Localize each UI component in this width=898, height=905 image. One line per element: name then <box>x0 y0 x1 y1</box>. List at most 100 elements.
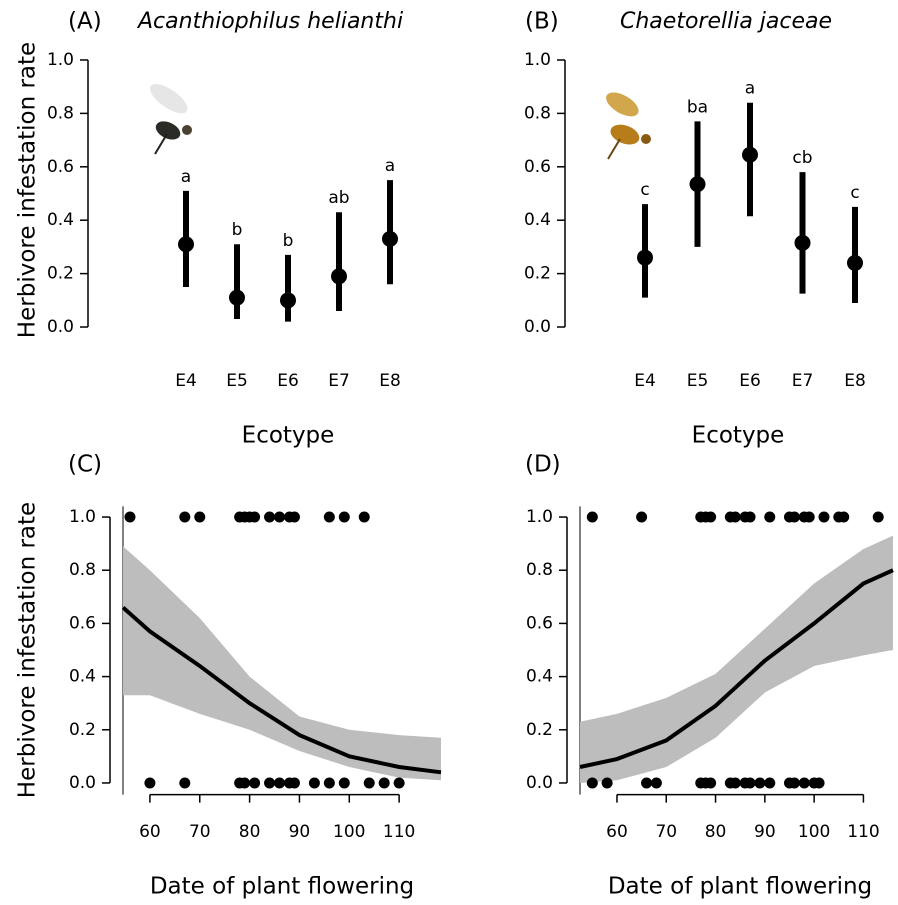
point <box>264 777 276 789</box>
point <box>744 511 756 523</box>
y-tick-label: 0.6 <box>524 157 551 177</box>
point <box>601 777 613 789</box>
point <box>229 289 245 306</box>
point <box>274 777 286 789</box>
y-tick-label: 0.8 <box>47 103 74 123</box>
point <box>764 777 776 789</box>
x-tick-label: 60 <box>139 822 161 842</box>
x-tick-label: E8 <box>379 371 401 391</box>
x-tick-label: 110 <box>383 822 415 842</box>
y-tick-label: 0.2 <box>524 264 551 284</box>
y-tick-label: 0.4 <box>47 210 74 230</box>
significance-label: ab <box>328 188 349 208</box>
y-tick-label: 0.8 <box>526 560 553 580</box>
y-tick-label: 0.4 <box>524 210 551 230</box>
point <box>788 777 800 789</box>
insect-image <box>606 92 651 160</box>
point <box>178 236 194 253</box>
y-tick-label: 0.0 <box>524 317 551 337</box>
x-axis-label: Date of plant flowering <box>608 874 872 900</box>
point <box>249 511 261 523</box>
significance-label: b <box>283 231 294 251</box>
x-tick-label: E7 <box>792 371 814 391</box>
point <box>689 176 706 193</box>
y-tick-label: 1.0 <box>526 507 553 527</box>
y-axis-label: Herbivore infestation rate <box>15 42 41 338</box>
point <box>764 511 776 523</box>
x-tick-label: E6 <box>739 371 761 391</box>
y-tick-label: 0.2 <box>526 720 553 740</box>
y-axis-label: Herbivore infestation rate <box>15 502 41 798</box>
x-tick-label: E5 <box>226 371 248 391</box>
y-tick-label: 0.8 <box>69 560 96 580</box>
point <box>288 777 300 789</box>
point <box>586 777 598 789</box>
point <box>847 254 863 271</box>
point <box>813 777 825 789</box>
x-tick-label: 70 <box>655 822 677 842</box>
insect-image <box>150 84 192 155</box>
y-tick-label: 0.4 <box>526 667 553 687</box>
point <box>838 511 850 523</box>
x-tick-label: E8 <box>844 371 866 391</box>
point <box>280 292 296 309</box>
x-tick-label: 80 <box>705 822 727 842</box>
point <box>872 511 884 523</box>
x-tick-label: 110 <box>847 822 879 842</box>
significance-label: ba <box>687 97 708 117</box>
x-tick-label: E6 <box>277 371 299 391</box>
point <box>323 511 335 523</box>
y-tick-label: 0.0 <box>69 773 96 793</box>
x-tick-label: 100 <box>798 822 830 842</box>
panel-label: (D) <box>525 452 561 478</box>
x-tick-label: E5 <box>687 371 709 391</box>
point <box>637 249 653 266</box>
x-tick-label: 70 <box>189 822 211 842</box>
point <box>331 268 347 285</box>
point <box>744 777 756 789</box>
x-tick-label: 80 <box>239 822 261 842</box>
point <box>636 511 648 523</box>
point <box>705 777 717 789</box>
point <box>288 511 300 523</box>
point <box>754 777 766 789</box>
y-tick-label: 1.0 <box>524 50 551 70</box>
point <box>818 511 830 523</box>
point <box>274 511 286 523</box>
point <box>729 777 741 789</box>
y-tick-label: 0.4 <box>69 667 96 687</box>
confidence-band <box>123 546 441 781</box>
y-tick-label: 0.2 <box>47 264 74 284</box>
panel-label: (C) <box>68 452 102 478</box>
y-tick-label: 1.0 <box>47 50 74 70</box>
fit-line <box>579 568 894 769</box>
x-tick-label: E7 <box>328 371 350 391</box>
significance-label: cb <box>792 148 812 168</box>
panel-label: (B) <box>525 9 559 35</box>
y-tick-label: 0.6 <box>69 613 96 633</box>
y-tick-label: 0.0 <box>47 317 74 337</box>
x-axis-label: Ecotype <box>242 423 335 449</box>
point <box>729 511 741 523</box>
point <box>179 511 191 523</box>
y-tick-label: 0.6 <box>526 613 553 633</box>
point <box>586 511 598 523</box>
point <box>705 511 717 523</box>
significance-label: a <box>745 79 755 99</box>
point <box>358 511 370 523</box>
panel-title: Chaetorellia jaceae <box>620 9 832 34</box>
point <box>794 234 811 251</box>
x-tick-label: E4 <box>634 371 656 391</box>
panel-title: Acanthiophilus helianthi <box>136 9 403 34</box>
significance-label: c <box>640 180 649 200</box>
significance-label: b <box>232 220 243 240</box>
point <box>382 230 398 247</box>
point <box>378 777 390 789</box>
point <box>144 777 156 789</box>
y-tick-label: 0.6 <box>47 157 74 177</box>
y-tick-label: 0.0 <box>526 773 553 793</box>
x-axis-label: Date of plant flowering <box>150 874 414 900</box>
panel-label: (A) <box>68 9 102 35</box>
